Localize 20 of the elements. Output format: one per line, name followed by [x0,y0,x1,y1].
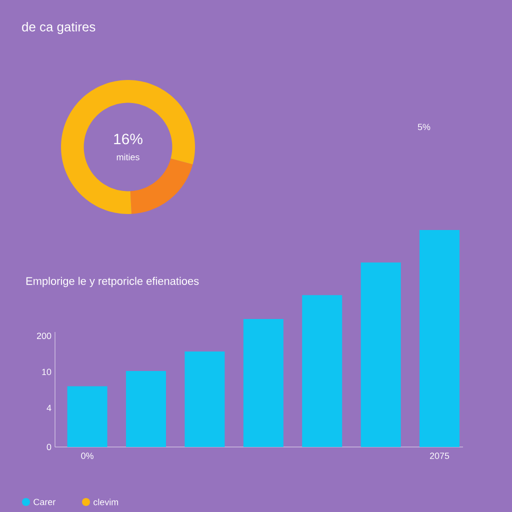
bar [126,371,166,447]
x-tick-label: 0% [81,452,94,459]
text: 0 [46,444,52,450]
x-tick-label: 2075 [430,452,450,459]
bar [360,262,401,447]
text: mities [116,154,140,160]
bar [184,352,225,447]
bar [302,295,342,447]
legend-label: Carer [34,498,56,506]
bar [420,230,460,447]
text: 200 [36,332,52,340]
text: 5% [418,124,430,130]
text: 16% [114,134,142,144]
legend-label: clevim [94,498,118,506]
bar [243,318,284,447]
chart-title: de ca gatires [22,22,96,34]
text: 10 [42,368,52,376]
text: 4 [46,404,52,412]
text: Emplorige le y retporicle efienatioes [26,276,199,288]
bar [67,386,108,447]
